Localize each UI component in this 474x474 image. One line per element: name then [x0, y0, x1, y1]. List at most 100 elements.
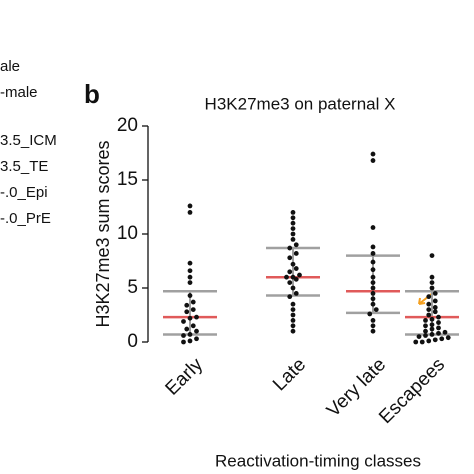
data-point — [290, 274, 296, 280]
data-point — [436, 320, 441, 325]
data-point — [432, 337, 438, 343]
data-point — [287, 294, 293, 300]
chart-title: H3K27me3 on paternal X — [205, 94, 396, 113]
data-point — [436, 330, 441, 336]
data-point — [181, 319, 186, 324]
data-point — [370, 280, 376, 285]
data-point — [370, 274, 376, 280]
data-point — [290, 210, 296, 215]
data-point — [293, 266, 299, 271]
data-point — [190, 307, 196, 312]
data-point — [426, 301, 432, 307]
data-point — [423, 318, 428, 323]
data-point — [370, 225, 376, 230]
data-point — [429, 326, 435, 332]
data-point — [187, 203, 193, 209]
legend-fragment: 3.5_TE — [0, 158, 48, 175]
data-point — [419, 339, 425, 345]
data-point — [290, 312, 296, 318]
data-point — [187, 274, 193, 280]
data-point — [194, 328, 199, 334]
data-point — [290, 220, 296, 226]
data-point — [370, 285, 376, 291]
data-point — [429, 316, 435, 322]
data-point — [370, 267, 376, 273]
data-point — [181, 333, 186, 338]
data-point — [423, 323, 428, 329]
data-point — [190, 299, 196, 305]
data-point — [293, 251, 299, 256]
data-point — [429, 253, 435, 258]
data-point — [416, 334, 422, 339]
data-point — [370, 328, 376, 334]
data-point — [187, 280, 193, 285]
data-point — [432, 298, 438, 304]
data-point — [184, 326, 190, 332]
data-point — [290, 328, 296, 334]
data-point — [432, 291, 438, 296]
y-tick-label: 0 — [127, 331, 138, 352]
data-point — [293, 242, 299, 248]
data-point — [290, 226, 296, 232]
data-point — [442, 329, 448, 335]
data-point — [187, 260, 193, 266]
y-tick-label: 10 — [117, 223, 138, 244]
data-point — [413, 339, 419, 345]
y-axis-label: H3K27me3 sum scores — [93, 140, 113, 327]
legend-fragment: ale — [0, 58, 20, 75]
y-tick-label: 5 — [127, 277, 138, 298]
data-point — [184, 302, 190, 308]
data-point — [429, 280, 435, 285]
data-point — [429, 322, 435, 328]
data-point — [432, 305, 438, 310]
data-point — [287, 255, 293, 261]
data-point — [370, 244, 376, 250]
data-point — [445, 335, 451, 341]
data-point — [284, 274, 289, 280]
data-point — [426, 307, 432, 312]
data-point — [426, 338, 432, 344]
data-point — [426, 312, 432, 318]
y-tick-label: 20 — [117, 115, 138, 136]
data-point — [290, 323, 296, 329]
data-point — [194, 336, 199, 342]
data-point — [367, 311, 373, 317]
data-point — [436, 314, 441, 320]
data-point — [290, 318, 296, 323]
x-axis-label: Reactivation-timing classes — [215, 451, 421, 470]
data-point — [370, 158, 376, 163]
data-point — [187, 268, 193, 274]
data-point — [370, 259, 376, 265]
data-point — [429, 332, 435, 337]
data-point — [184, 309, 190, 315]
data-point — [187, 293, 193, 298]
data-point — [370, 323, 376, 329]
data-point — [370, 291, 376, 296]
data-point — [290, 261, 296, 267]
legend-fragment: -.0_PrE — [0, 210, 51, 227]
legend-fragment: -male — [0, 84, 38, 101]
data-point — [370, 251, 376, 256]
data-point — [436, 325, 441, 331]
data-point — [373, 307, 379, 312]
data-point — [290, 215, 296, 221]
x-tick-label: Early — [162, 354, 208, 400]
data-point — [187, 338, 193, 344]
legend-fragment: 3.5_ICM — [0, 132, 57, 149]
data-point — [429, 285, 435, 291]
data-point — [439, 336, 445, 342]
data-point — [287, 269, 293, 275]
data-point — [287, 245, 293, 251]
data-point — [429, 274, 435, 280]
data-point — [290, 301, 296, 307]
data-point — [370, 318, 376, 323]
data-point — [290, 285, 296, 291]
data-point — [187, 332, 193, 337]
data-point — [287, 280, 293, 285]
data-point — [190, 323, 196, 329]
panel-label: b — [84, 79, 100, 109]
data-point — [181, 339, 186, 345]
legend-fragment: -.0_Epi — [0, 184, 48, 201]
data-point — [194, 314, 199, 320]
